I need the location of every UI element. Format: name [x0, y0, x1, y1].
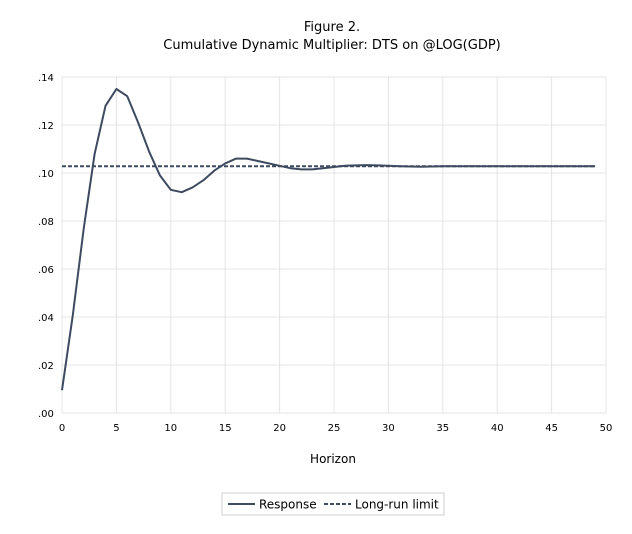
y-tick-label: .08: [38, 217, 54, 228]
y-tick-label: .12: [38, 121, 54, 132]
legend-label-response: Response: [259, 498, 317, 512]
x-tick-label: 30: [382, 423, 395, 434]
y-tick-label: .00: [38, 409, 54, 420]
legend-label-long-run-limit: Long-run limit: [355, 498, 439, 512]
y-tick-label: .04: [38, 313, 54, 324]
x-tick-label: 35: [436, 423, 449, 434]
chart-title: Cumulative Dynamic Multiplier: DTS on @L…: [163, 38, 501, 53]
series-lines: [61, 88, 596, 391]
legend: Response Long-run limit: [221, 492, 445, 516]
y-tick-label: .02: [38, 361, 54, 372]
y-tick-label: .10: [38, 169, 54, 180]
x-tick-label: 40: [491, 423, 504, 434]
x-tick-label: 20: [273, 423, 286, 434]
x-tick-label: 50: [600, 423, 613, 434]
x-tick-label: 10: [164, 423, 177, 434]
y-axis-ticks: .00 .02 .04 .06 .08 .10 .12 .14: [38, 73, 54, 420]
grid: [61, 76, 607, 414]
series-line-response: [61, 88, 596, 391]
y-tick-label: .06: [38, 265, 54, 276]
x-axis-ticks: 0 5 10 15 20 25 30 35 40 45 50: [59, 423, 613, 434]
x-axis-title: Horizon: [310, 452, 356, 466]
x-tick-label: 25: [328, 423, 341, 434]
figure-label: Figure 2.: [304, 20, 360, 35]
x-tick-label: 5: [113, 423, 119, 434]
x-tick-label: 0: [59, 423, 65, 434]
x-tick-label: 15: [219, 423, 232, 434]
x-tick-label: 45: [545, 423, 558, 434]
y-tick-label: .14: [38, 73, 54, 84]
